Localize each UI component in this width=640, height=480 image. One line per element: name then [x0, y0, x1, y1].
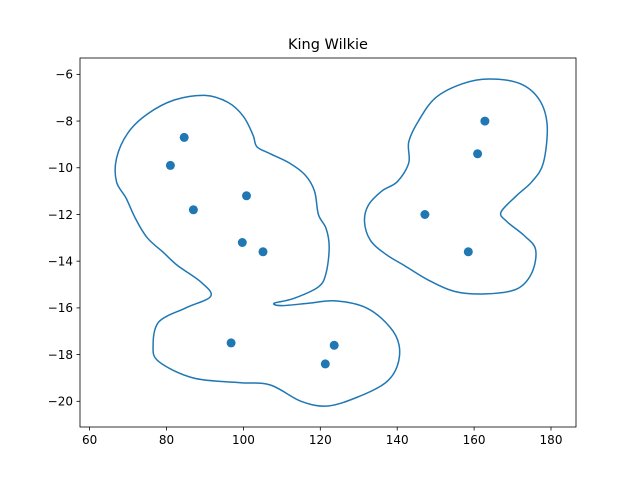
outline-path-2: [363, 78, 549, 295]
data-point-6: [258, 247, 268, 257]
data-point-12: [420, 210, 430, 219]
x-tick-label: 160: [463, 433, 486, 447]
y-tick-label: −6: [55, 68, 73, 82]
x-tick-label: 80: [159, 433, 174, 447]
plot-frame: [79, 57, 577, 428]
y-tick-label: −20: [48, 395, 73, 409]
chart-title: King Wilkie: [288, 37, 368, 53]
data-point-4: [242, 191, 251, 201]
plot-layer: 60 80 100 120 140 160 180 −6 −8 −10 −12 −14 −16 −18 −2…: [48, 57, 577, 447]
y-tick-label: −10: [48, 161, 73, 175]
x-tick-label: 60: [82, 433, 97, 447]
data-point-10: [480, 116, 490, 126]
outline-path-1: [114, 94, 401, 407]
data-point-8: [329, 340, 339, 350]
y-tick-label: −14: [48, 254, 73, 268]
x-tick-label: 180: [540, 433, 563, 447]
x-tick-label: 120: [309, 433, 332, 447]
x-tick-label: 100: [232, 433, 255, 447]
data-point-7: [226, 338, 236, 348]
data-point-9: [320, 359, 330, 369]
data-point-2: [165, 160, 175, 170]
x-tick-label: 140: [386, 433, 409, 447]
data-point-5: [237, 238, 247, 247]
data-point-11: [473, 149, 483, 159]
y-tick-label: −18: [48, 348, 73, 362]
data-point-13: [463, 247, 473, 257]
y-tick-label: −16: [48, 301, 73, 315]
data-point-3: [188, 205, 198, 215]
y-tick-label: −12: [48, 208, 73, 222]
y-tick-label: −8: [55, 114, 73, 128]
data-point-1: [179, 132, 189, 142]
